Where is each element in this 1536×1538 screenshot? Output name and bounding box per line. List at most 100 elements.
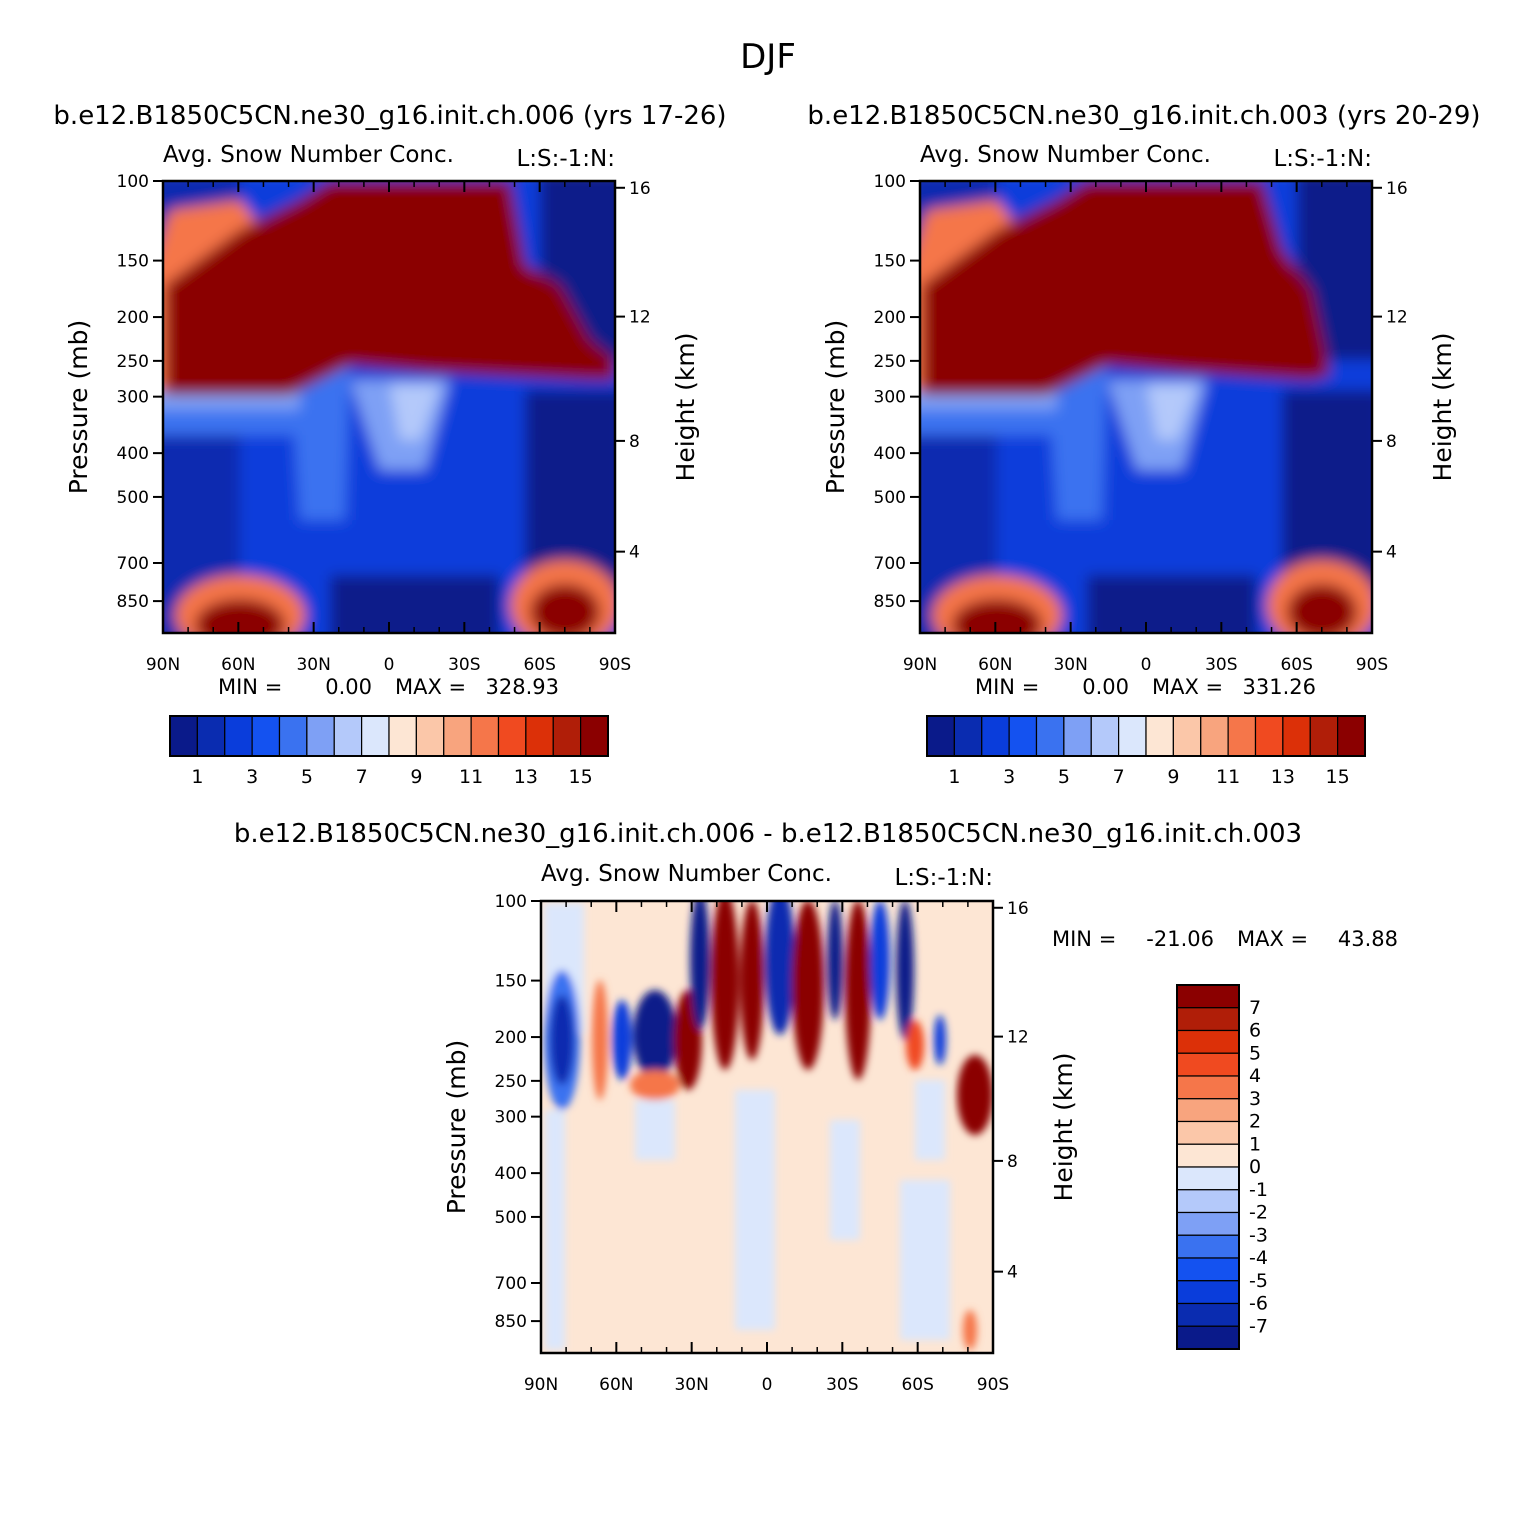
panel-1-units-label: L:S:-1:N: — [516, 146, 615, 172]
panel-3-ylabel: Pressure (mb) — [442, 1040, 471, 1214]
y-tick-label: 100 — [117, 172, 149, 192]
colorbar-label: 3 — [246, 766, 258, 788]
colorbar-swatch — [953, 715, 983, 757]
x-tick-label: 90N — [524, 1375, 558, 1395]
y-tick-label: 250 — [874, 352, 906, 372]
panel-1-colorbar: 1 3 5 7 9 11 13 15 — [169, 715, 609, 788]
y-right-tick-label: 4 — [629, 543, 640, 563]
colorbar-frame — [926, 715, 1366, 757]
y-tick-label: 500 — [117, 488, 149, 508]
x-tick-label: 60S — [901, 1375, 933, 1395]
colorbar-label: 3 — [1003, 766, 1015, 788]
colorbar-swatch — [1254, 715, 1284, 757]
colorbar-swatch — [306, 715, 335, 757]
y-tick-label: 700 — [874, 554, 906, 574]
colorbar-label: -1 — [1249, 1179, 1268, 1201]
colorbar-swatch — [1282, 715, 1311, 757]
colorbar-swatch — [1200, 715, 1229, 757]
colorbar-label: 7 — [1113, 766, 1125, 788]
y-tick-label: 200 — [495, 1028, 527, 1048]
colorbar-label: -5 — [1249, 1270, 1268, 1292]
x-tick-label: 30N — [296, 655, 330, 675]
colorbar-swatch — [1176, 1052, 1240, 1077]
colorbar-swatch — [1227, 715, 1257, 757]
x-tick-label: 60S — [1280, 655, 1312, 675]
colorbar-label: 2 — [1249, 1111, 1261, 1133]
x-tick-label: 30N — [1053, 655, 1087, 675]
panel-2-min-value: 0.00 — [1082, 675, 1129, 699]
colorbar-swatch — [497, 715, 527, 757]
panel-2-field — [920, 181, 1372, 633]
colorbar-swatch — [1176, 1098, 1240, 1123]
panel-2-subtitle: b.e12.B1850C5CN.ne30_g16.init.ch.003 (yr… — [807, 101, 1480, 131]
colorbar-swatch — [361, 715, 390, 757]
panel-2: b.e12.B1850C5CN.ne30_g16.init.ch.003 (yr… — [807, 101, 1480, 788]
colorbar-swatch — [443, 715, 472, 757]
colorbar-label: -3 — [1249, 1224, 1268, 1246]
colorbar-swatch — [1090, 715, 1120, 757]
y-tick-label: 250 — [495, 1072, 527, 1092]
panel-1-min-label: MIN = — [218, 675, 282, 699]
colorbar-swatch — [580, 715, 609, 757]
colorbar-label: 6 — [1249, 1020, 1261, 1042]
y-tick-label: 400 — [117, 444, 149, 464]
y-tick-label: 100 — [495, 892, 527, 912]
y-tick-label: 400 — [874, 444, 906, 464]
colorbar-swatch — [1176, 1143, 1240, 1168]
colorbar-swatch — [525, 715, 554, 757]
y-tick-label: 200 — [874, 308, 906, 328]
x-tick-label: 90N — [903, 655, 937, 675]
y-right-tick-label: 12 — [1007, 1028, 1029, 1048]
panel-1-variable-label: Avg. Snow Number Conc. — [163, 142, 454, 168]
colorbar-label: -7 — [1249, 1315, 1268, 1337]
colorbar-swatch — [251, 715, 281, 757]
x-tick-label: 60S — [523, 655, 555, 675]
colorbar-swatch — [1118, 715, 1147, 757]
colorbar-label: 7 — [1249, 997, 1261, 1019]
x-tick-label: 30S — [1205, 655, 1237, 675]
colorbar-swatch — [1145, 715, 1174, 757]
y-tick-label: 700 — [117, 554, 149, 574]
y-right-tick-label: 8 — [629, 432, 640, 452]
panel-3-min-value: -21.06 — [1146, 927, 1214, 951]
colorbar-swatch — [1176, 1234, 1240, 1259]
colorbar-swatch — [1176, 1280, 1240, 1305]
panel-1: b.e12.B1850C5CN.ne30_g16.init.ch.006 (yr… — [53, 101, 726, 788]
colorbar-swatch — [1008, 715, 1038, 757]
y-right-tick-label: 16 — [629, 179, 651, 199]
colorbar-swatch — [1176, 1189, 1240, 1214]
panel-3-max-value: 43.88 — [1338, 927, 1398, 951]
panel-3: b.e12.B1850C5CN.ne30_g16.init.ch.006 - b… — [234, 819, 1398, 1395]
y-tick-label: 300 — [495, 1108, 527, 1128]
panel-2-axes: 90N 60N 30N 0 30S 60S 90S 100 150 200 250 300 400 500… — [874, 172, 1408, 675]
colorbar-label: 3 — [1249, 1088, 1261, 1110]
panel-2-ylabel-right: Height (km) — [1428, 333, 1457, 482]
colorbar-swatch — [981, 715, 1010, 757]
y-tick-label: 300 — [117, 388, 149, 408]
colorbar-swatch — [926, 715, 955, 757]
panel-2-variable-label: Avg. Snow Number Conc. — [920, 142, 1211, 168]
colorbar-swatch — [1176, 1120, 1240, 1145]
panel-1-ylabel-right: Height (km) — [671, 333, 700, 482]
x-tick-label: 30S — [448, 655, 480, 675]
panel-3-field — [541, 901, 993, 1353]
colorbar-label: 9 — [1167, 766, 1179, 788]
colorbar-label: -4 — [1249, 1247, 1268, 1269]
colorbar-swatch — [1176, 1302, 1240, 1327]
panel-2-units-label: L:S:-1:N: — [1273, 146, 1372, 172]
colorbar-label: 0 — [1249, 1156, 1261, 1178]
colorbar-swatch — [224, 715, 253, 757]
y-tick-label: 150 — [874, 252, 906, 272]
colorbar-label: -2 — [1249, 1202, 1268, 1224]
x-tick-label: 90S — [977, 1375, 1009, 1395]
panel-1-max-label: MAX = — [395, 675, 466, 699]
x-tick-label: 90N — [146, 655, 180, 675]
y-tick-label: 200 — [117, 308, 149, 328]
colorbar-swatch — [470, 715, 500, 757]
panel-1-axes: 90N 60N 30N 0 30S 60S 90S 100 150 200 250 300 400 500… — [117, 172, 651, 675]
x-tick-label: 90S — [1356, 655, 1388, 675]
colorbar-label: 1 — [948, 766, 960, 788]
panel-3-subtitle: b.e12.B1850C5CN.ne30_g16.init.ch.006 - b… — [234, 819, 1302, 849]
panel-2-min-label: MIN = — [975, 675, 1039, 699]
